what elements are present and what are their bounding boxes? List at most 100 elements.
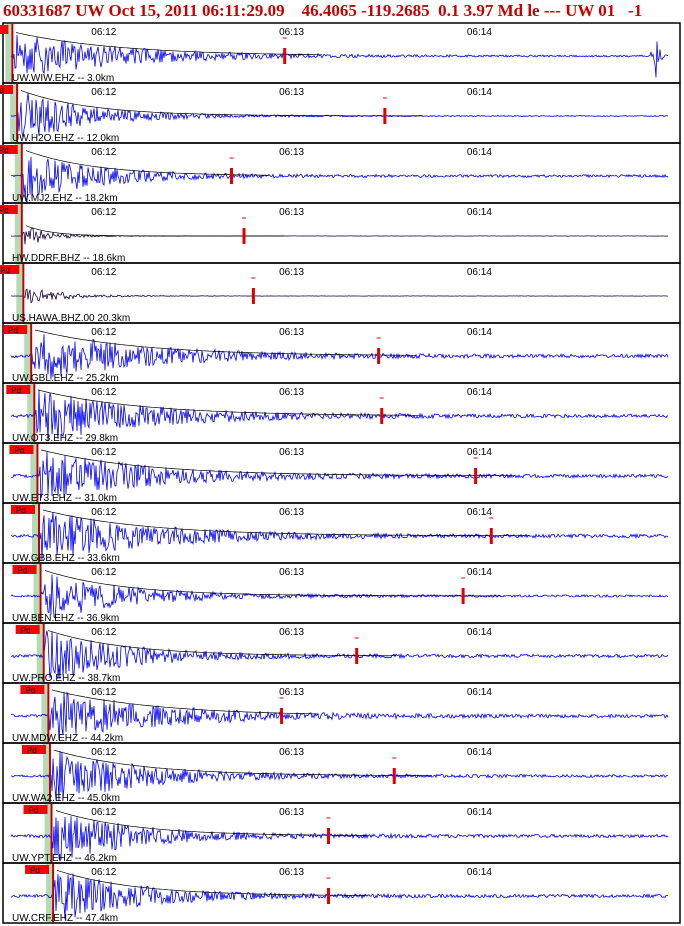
p-window-band — [33, 564, 40, 622]
station-label: UW.GBL.EHZ -- 25.2km — [12, 373, 119, 384]
p-window-band — [44, 804, 51, 862]
pick-label: Pd — [14, 446, 24, 455]
coda-envelope — [44, 570, 501, 597]
pick-label-box — [0, 145, 18, 154]
time-tick-label: 06:12 — [91, 687, 116, 698]
station-label: UW.WIW.EHZ -- 3.0km — [12, 73, 114, 84]
coda-envelope — [53, 749, 432, 776]
pick-label: Pd — [0, 206, 9, 215]
pick-label: Pd — [0, 266, 10, 275]
station-label: UW.MJ2.EHZ -- 18.2km — [12, 193, 118, 204]
waveform-trace — [10, 574, 669, 619]
coda-end-marker — [392, 768, 396, 784]
time-tick-label: 06:13 — [279, 87, 304, 98]
time-tick-label: 06:14 — [467, 27, 492, 38]
p-window-band — [27, 384, 34, 442]
station-label: UW.PRO.EHZ -- 38.7km — [12, 673, 120, 684]
time-tick-label: 06:14 — [467, 867, 492, 878]
time-tick-label: 06:13 — [279, 867, 304, 878]
waveform-trace — [10, 630, 669, 679]
station-label: UW.OT3.EHZ -- 29.8km — [12, 433, 118, 444]
time-tick-label: 06:12 — [91, 567, 116, 578]
coda-end-marker — [280, 708, 284, 724]
time-tick-label: 06:13 — [279, 207, 304, 218]
pick-label: Pd — [18, 566, 28, 575]
pick-label-box — [0, 265, 20, 274]
time-tick-label: 06:12 — [91, 207, 116, 218]
station-label: UW.MDW.EHZ -- 44.2km — [12, 733, 123, 744]
coda-end-marker — [355, 648, 359, 664]
waveform-trace — [10, 873, 668, 920]
time-tick-label: 06:14 — [467, 807, 492, 818]
station-label: UW.WA2.EHZ -- 45.0km — [12, 793, 120, 804]
time-tick-label: 06:12 — [91, 447, 116, 458]
time-tick-label: 06:12 — [91, 27, 116, 38]
p-window-band — [16, 264, 23, 322]
coda-envelope — [34, 329, 416, 356]
waveform-trace — [10, 750, 669, 801]
waveform-trace — [11, 691, 669, 740]
pick-label: Pd — [8, 326, 18, 335]
coda-envelope — [20, 90, 423, 117]
time-tick-label: 06:12 — [91, 807, 116, 818]
coda-end-marker — [383, 108, 387, 124]
time-tick-label: 06:13 — [279, 507, 304, 518]
station-label: UW.ET3.EHZ -- 31.0km — [12, 493, 117, 504]
time-tick-label: 06:13 — [279, 747, 304, 758]
waveform-trace — [10, 816, 669, 862]
coda-envelope — [47, 630, 396, 657]
waveform-trace — [10, 34, 668, 78]
station-label: HW.DDRF.BHZ -- 18.6km — [12, 253, 125, 264]
coda-envelope — [25, 150, 269, 176]
coda-end-marker — [377, 348, 381, 364]
pick-label-box — [20, 685, 45, 694]
coda-envelope — [56, 869, 366, 896]
time-tick-label: 06:13 — [279, 387, 304, 398]
pick-label-box — [9, 445, 34, 454]
waveform-trace — [10, 156, 669, 203]
pick-label: Pd — [30, 866, 40, 875]
pick-label: Pd — [25, 686, 35, 695]
coda-envelope — [40, 449, 515, 477]
pick-label: Pd — [0, 146, 9, 155]
coda-end-marker — [489, 528, 493, 544]
time-tick-label: 06:13 — [279, 267, 304, 278]
pick-label: Pd — [21, 626, 31, 635]
coda-envelope — [42, 509, 530, 537]
time-tick-label: 06:12 — [91, 147, 116, 158]
p-window-band — [24, 324, 31, 382]
coda-envelope — [51, 689, 320, 715]
pick-label: Pd — [11, 386, 21, 395]
pick-label: Pd — [16, 506, 26, 515]
p-window-band — [10, 84, 17, 142]
pick-label-box — [15, 625, 40, 634]
coda-end-marker — [474, 468, 478, 484]
time-tick-label: 06:12 — [91, 747, 116, 758]
coda-envelope — [55, 810, 368, 836]
coda-end-marker — [242, 228, 246, 244]
time-tick-label: 06:13 — [279, 567, 304, 578]
time-tick-label: 06:14 — [467, 447, 492, 458]
time-tick-label: 06:14 — [467, 87, 492, 98]
coda-end-marker — [327, 888, 331, 904]
waveform-trace — [10, 451, 669, 499]
time-tick-label: 06:12 — [91, 327, 116, 338]
p-window-band — [42, 744, 49, 802]
time-tick-label: 06:14 — [467, 687, 492, 698]
time-tick-label: 06:14 — [467, 567, 492, 578]
pick-label-box — [23, 805, 48, 814]
coda-end-marker — [380, 408, 384, 424]
pick-label-box — [12, 565, 37, 574]
p-window-band — [41, 684, 48, 742]
p-window-band — [5, 24, 12, 82]
time-tick-label: 06:12 — [91, 867, 116, 878]
time-tick-label: 06:12 — [91, 267, 116, 278]
coda-end-marker — [461, 588, 465, 604]
time-tick-label: 06:14 — [467, 387, 492, 398]
pick-label: Pd — [27, 746, 37, 755]
pick-label-box — [10, 505, 35, 514]
p-window-band — [14, 204, 21, 262]
pick-label: Pd — [29, 806, 39, 815]
time-tick-label: 06:13 — [279, 687, 304, 698]
